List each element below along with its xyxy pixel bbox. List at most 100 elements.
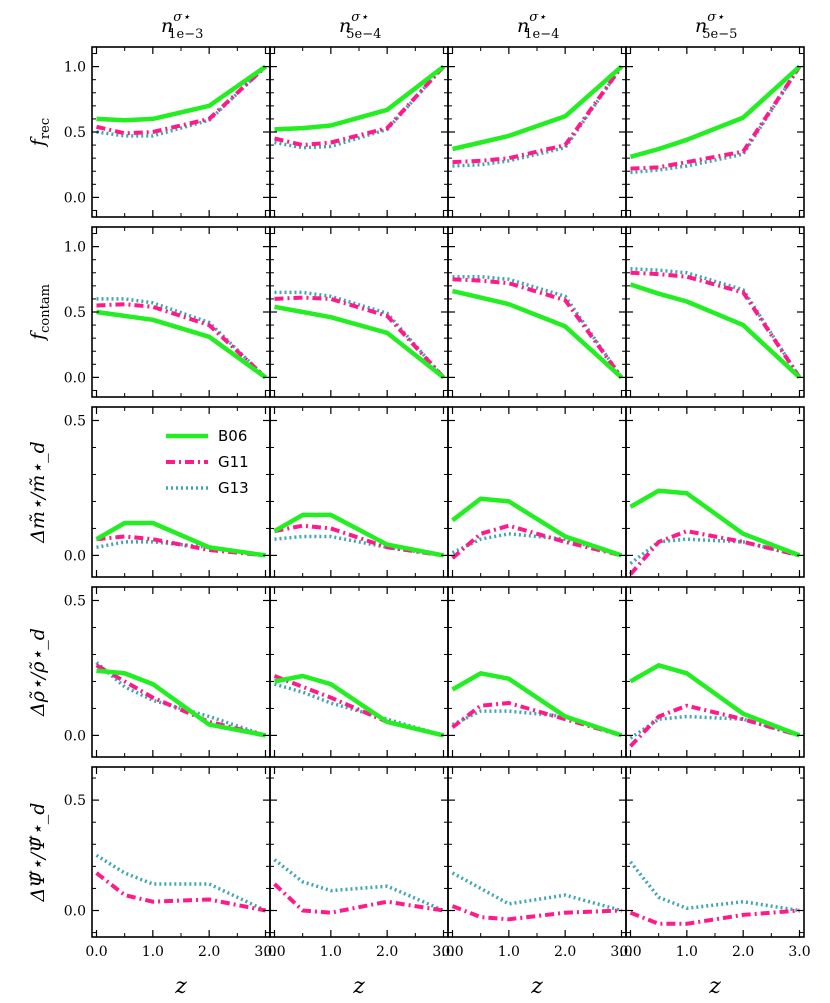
panel-r0-c1: [269, 46, 449, 218]
series-b06-line: [629, 282, 802, 380]
series-g11-line: [452, 65, 624, 165]
x-axis-label: z: [352, 974, 365, 999]
y-tick-label: 0.0: [64, 728, 86, 744]
series-g11-line: [274, 65, 445, 148]
series-g13-line: [273, 858, 445, 913]
x-tick-label: 3.0: [432, 944, 454, 960]
series-g11-line: [95, 663, 266, 738]
series-b06-line: [451, 496, 623, 558]
legend-label-g13: G13: [218, 479, 249, 497]
panel-r0-c3: [625, 46, 805, 218]
panel-r3-c0: 0.0 0.5: [64, 586, 271, 758]
series-g11-line: [452, 277, 624, 379]
series-g13-line: [452, 274, 623, 379]
series-b06-line: [96, 64, 267, 123]
x-tick-label: 1.0: [676, 944, 698, 960]
panel-r4-c2: 0.0 1.0 2.0 3.0: [441, 766, 633, 960]
series-g13-line: [95, 853, 267, 913]
x-tick-label: 2.0: [554, 944, 576, 960]
x-tick-label: 0.0: [263, 944, 285, 960]
series-g11-line: [451, 904, 622, 922]
series-g13-line: [451, 871, 622, 913]
series-b06-line: [451, 288, 624, 380]
x-tick-label: 1.0: [498, 944, 520, 960]
x-axis-label: z: [174, 974, 187, 999]
series-g11-line: [96, 65, 267, 136]
series-g13-line: [274, 65, 445, 150]
panel-frame: [447, 46, 627, 218]
series-b06-line: [274, 304, 445, 380]
panel-frame: [625, 586, 805, 758]
y-axis-label: fcontam: [27, 284, 53, 342]
series-g13-line: [96, 297, 267, 379]
series-g11-line: [628, 529, 800, 576]
x-tick-label: 0.0: [85, 944, 107, 960]
panel-frame: [447, 766, 627, 938]
panel-r2-c3: [625, 406, 805, 578]
series-g11-line: [630, 270, 802, 379]
series-g11-line: [451, 701, 623, 738]
series-b06-line: [96, 668, 266, 738]
series-g13-line: [96, 540, 266, 558]
panel-r0-c2: [447, 46, 627, 218]
panel-r4-c0: 0.0 0.5 0.0 1.0 2.0 3.0: [64, 766, 277, 960]
series-b06-line: [451, 671, 623, 738]
panel-r1-c1: [269, 226, 449, 398]
series-g13-line: [452, 65, 623, 168]
series-g13-line: [95, 661, 267, 738]
panel-frame: [625, 766, 805, 938]
series-b06-line: [451, 64, 623, 152]
row-labels: frec fcontam Δm̃⋆/m̃⋆_d Δρ̃⋆/ρ̃⋆_d ΔΨ̃⋆/Ψ̃⋆_…: [27, 118, 53, 903]
y-axis-label: Δm̃⋆/m̃⋆_d: [27, 441, 49, 544]
column-title: nσ⋆ 5e−4: [339, 10, 381, 42]
series-g11-line: [629, 908, 800, 926]
series-b06-line: [629, 64, 802, 159]
y-axis-label: frec: [27, 118, 53, 148]
panel-r2-c2: [447, 406, 627, 578]
panel-frame: [447, 586, 627, 758]
x-tick-label: 0.0: [619, 944, 641, 960]
panel-r1-c2: [447, 226, 627, 398]
y-tick-label: 1.0: [64, 60, 86, 76]
column-title: nσ⋆ 1e−3: [161, 10, 203, 42]
series-g13-line: [96, 65, 267, 138]
series-g11-line: [629, 703, 801, 748]
series-g11-line: [630, 65, 802, 171]
series-g11-line: [95, 871, 266, 913]
series-g13-line: [629, 860, 800, 913]
y-tick-label: 0.5: [64, 413, 86, 429]
series-g11-line: [451, 523, 622, 560]
y-tick-label: 0.0: [64, 904, 86, 920]
y-tick-label: 0.0: [64, 370, 86, 386]
x-axis-label: z: [530, 974, 543, 999]
panel-r2-c1: [269, 406, 449, 578]
panel-frame: [625, 46, 805, 218]
legend-label-g11: G11: [218, 453, 249, 471]
series-b06-line: [629, 663, 801, 738]
series-g13-line: [630, 267, 801, 379]
panel-frame: [269, 766, 449, 938]
panel-r4-c1: 0.0 1.0 2.0 3.0: [263, 766, 455, 960]
series-b06-line: [274, 64, 445, 132]
series-g11-line: [96, 302, 267, 379]
y-tick-label: 0.0: [64, 548, 86, 564]
x-tick-label: 1.0: [142, 944, 164, 960]
y-tick-label: 0.0: [64, 190, 86, 206]
x-tick-label: 0.0: [441, 944, 463, 960]
x-tick-label: 2.0: [376, 944, 398, 960]
y-tick-label: 0.5: [64, 793, 86, 809]
series-g13-line: [630, 65, 801, 175]
panel-r2-c0: 0.0 0.5: [64, 406, 271, 578]
series-b06-line: [274, 673, 445, 738]
series-g13-line: [274, 534, 444, 558]
panel-r0-c0: 0.0 0.5 1.0: [64, 46, 271, 218]
panel-r4-c3: 0.0 1.0 2.0 3.0: [619, 766, 811, 960]
legend: B06 G11 G13: [166, 427, 249, 497]
series-g11-line: [273, 882, 444, 915]
column-title: nσ⋆ 5e−5: [695, 10, 737, 42]
x-tick-label: 3.0: [610, 944, 632, 960]
x-axis-label: z: [708, 974, 721, 999]
x-tick-label: 1.0: [320, 944, 342, 960]
panel-r3-c3: [625, 586, 805, 758]
